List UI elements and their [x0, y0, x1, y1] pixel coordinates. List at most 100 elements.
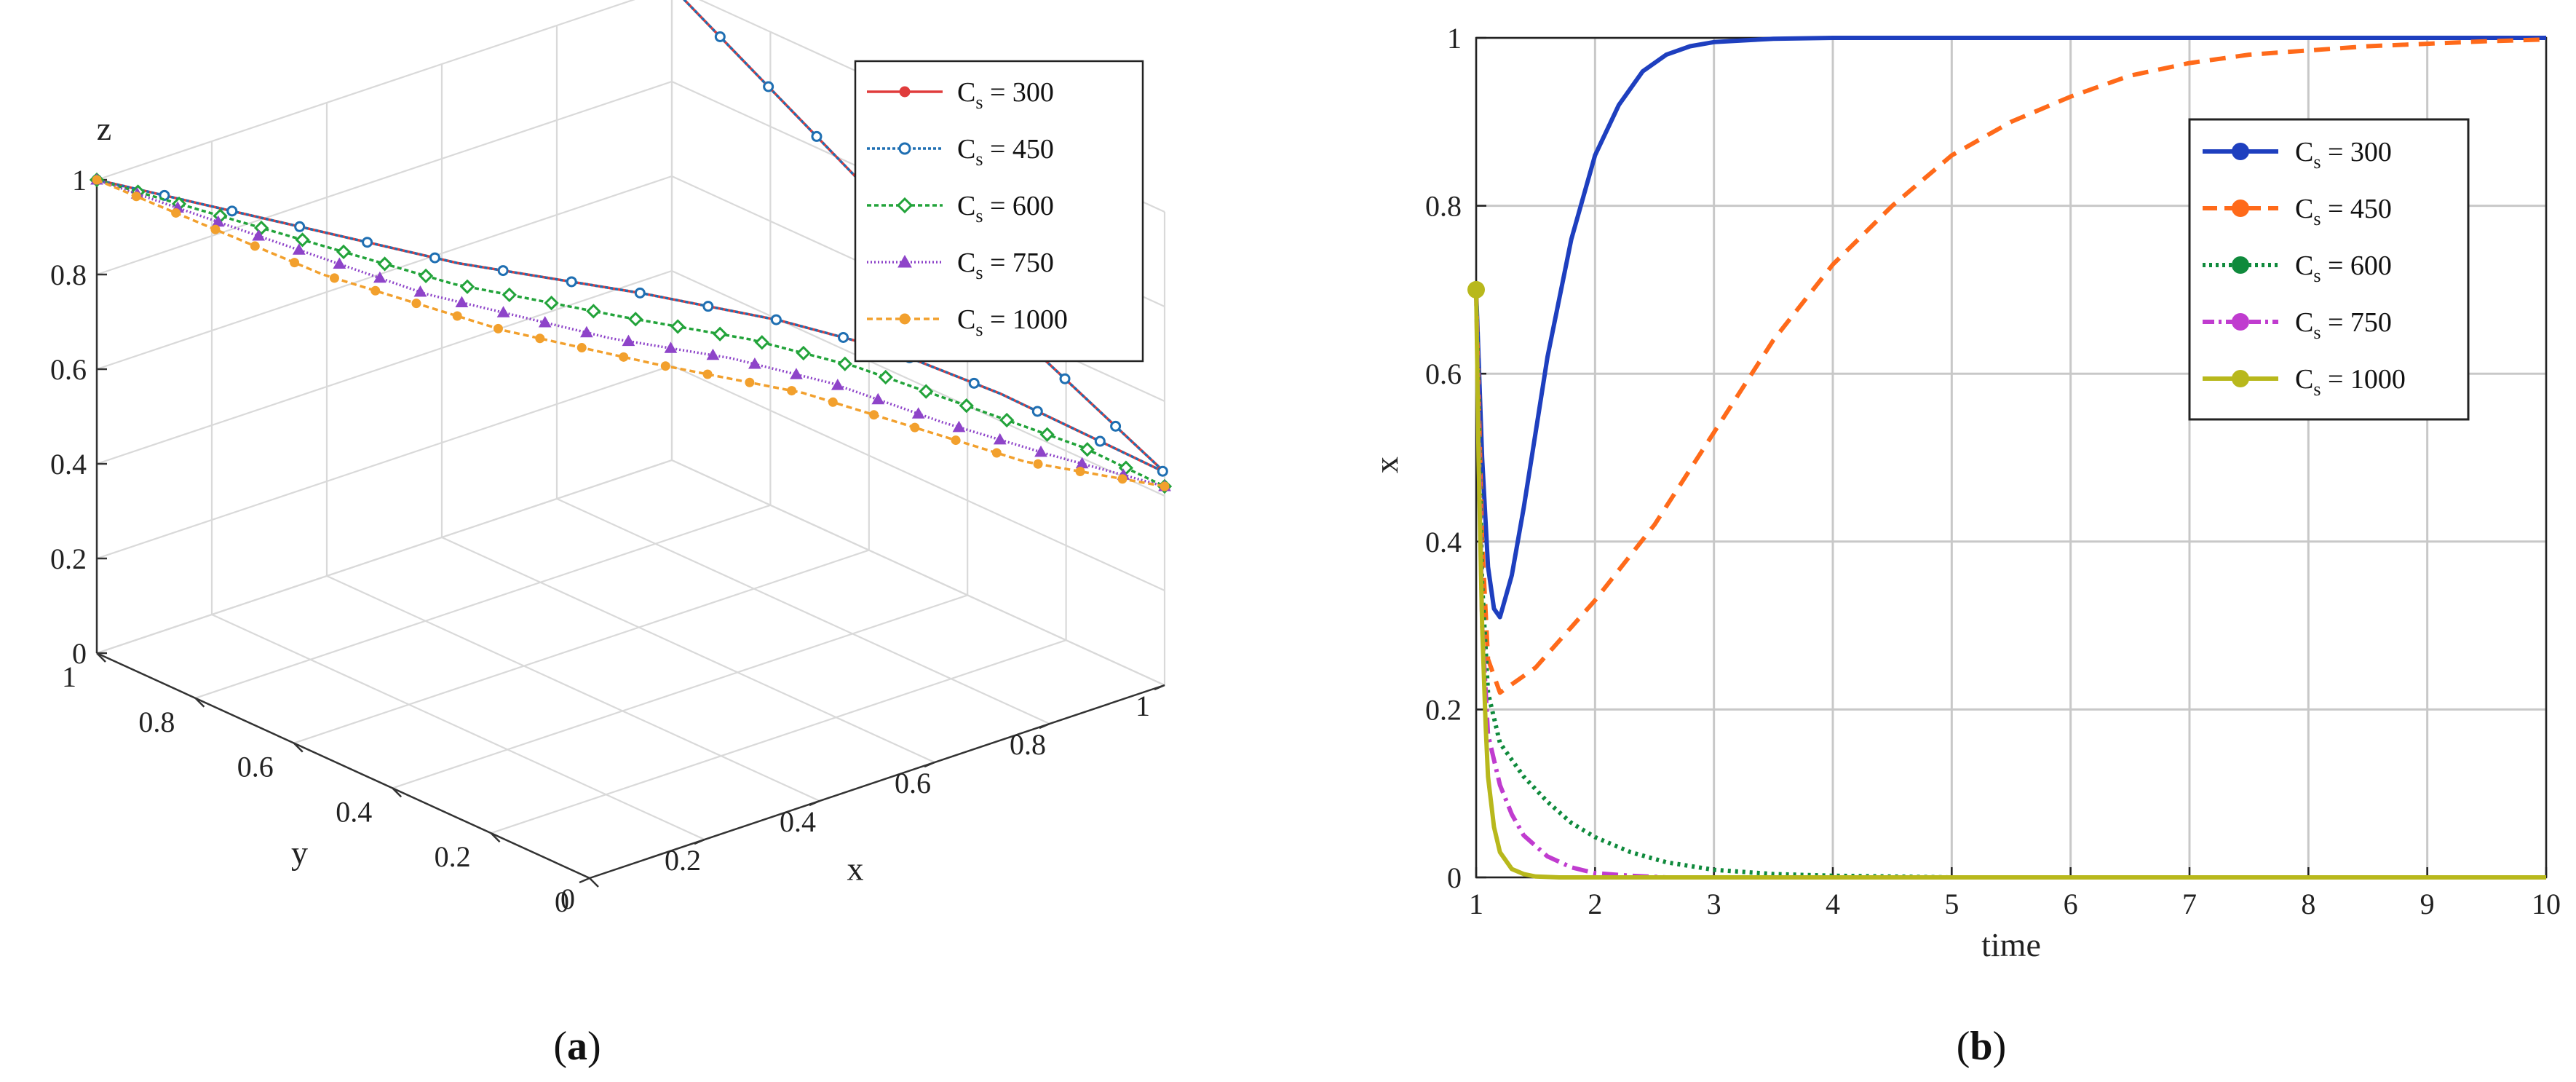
series-marker-1 — [968, 377, 980, 389]
x-tick-label: 4 — [1826, 888, 1840, 920]
series-line-0 — [1474, 36, 2546, 620]
floor-gridline — [392, 594, 968, 789]
wall-gridline — [96, 80, 673, 276]
x-tick-label: 0.8 — [1010, 728, 1046, 761]
series-marker-2 — [999, 412, 1015, 428]
series-marker-2 — [754, 335, 769, 350]
legend-marker-4 — [899, 313, 911, 325]
y-tick — [194, 697, 205, 708]
wall-gridline — [96, 0, 635, 181]
legend-marker-1 — [898, 142, 911, 155]
legend-label-1: Cs = 450 — [957, 134, 1054, 170]
x-tick — [694, 838, 705, 845]
wall-gridline — [96, 269, 673, 465]
series-marker-3 — [952, 420, 966, 433]
series-marker-3 — [871, 392, 885, 405]
series-marker-1 — [1031, 406, 1043, 417]
y-tick-label: 0 — [555, 885, 569, 918]
series-marker-3 — [993, 433, 1007, 445]
series-marker-4 — [951, 435, 961, 446]
legend-marker-1 — [2232, 200, 2249, 217]
legend-label-3: Cs = 750 — [2295, 307, 2392, 343]
floor-gridline — [556, 497, 1050, 725]
series-marker-2 — [959, 398, 974, 414]
series-line-1 — [1474, 37, 2547, 695]
panel-b-line-chart: 1 2 3 4 5 6 7 8 9 10 0 0.2 0.4 0.6 0.8 1 time x Cs = 300 Cs… — [1368, 22, 2561, 963]
series-marker-3 — [748, 358, 761, 369]
y-tick-label: 0.2 — [1425, 693, 1462, 726]
legend-marker-0 — [2232, 143, 2249, 160]
series-marker-4 — [910, 422, 920, 433]
x-tick — [809, 799, 820, 807]
panel-b-caption: (b) — [1957, 1024, 2006, 1069]
series-marker-2 — [544, 295, 559, 311]
series-marker-2 — [796, 345, 811, 361]
series-marker-4 — [535, 333, 545, 344]
series-marker-3 — [373, 271, 387, 283]
x-tick-label: 2 — [1588, 888, 1602, 920]
y-tick-label: 0.4 — [336, 795, 372, 828]
y-tick — [293, 742, 304, 753]
series-marker-2 — [1079, 442, 1095, 457]
y-tick-label: 1 — [1447, 22, 1462, 55]
y-tick — [392, 787, 403, 798]
series-marker-2 — [295, 232, 310, 248]
series-marker-2 — [586, 304, 601, 319]
series-marker-1 — [763, 81, 774, 92]
series-marker-1 — [714, 31, 726, 42]
x-tick-label: 0.4 — [780, 805, 816, 838]
wall-gridline — [96, 175, 673, 371]
y-axis-label: y — [291, 834, 308, 872]
y-tick-label: 0.4 — [1425, 526, 1462, 558]
start-point-marker — [1467, 280, 1485, 299]
legend-label-2: Cs = 600 — [2295, 250, 2392, 286]
series-marker-2 — [670, 319, 686, 334]
series-marker-1 — [1157, 465, 1168, 477]
series-marker-2 — [1039, 427, 1055, 442]
y-tick-label: 0.6 — [1425, 358, 1462, 390]
series-marker-4 — [660, 361, 670, 371]
series-marker-2 — [377, 256, 392, 272]
series-marker-4 — [828, 397, 838, 407]
x-tick-label: 6 — [2064, 888, 2078, 920]
floor-gridline — [211, 613, 705, 841]
series-marker-3 — [455, 296, 469, 307]
z-tick-label: 0.8 — [50, 258, 87, 291]
series-marker-1 — [770, 314, 782, 325]
series-marker-2 — [878, 369, 893, 385]
x-tick-label: 0 — [560, 882, 575, 915]
series-marker-4 — [370, 285, 381, 296]
y-axis-label: x — [1368, 457, 1405, 473]
series-marker-3 — [292, 243, 306, 255]
series-marker-3 — [580, 325, 593, 338]
series-marker-3 — [831, 379, 844, 390]
series-marker-3 — [538, 315, 552, 328]
x-tick — [1154, 684, 1165, 691]
wall-gridline — [96, 364, 673, 560]
series-marker-2 — [336, 244, 352, 260]
series-marker-4 — [787, 386, 797, 396]
series-marker-4 — [290, 258, 300, 268]
series-marker-4 — [1160, 481, 1170, 491]
series-marker-1 — [811, 130, 823, 142]
wall-gridline — [96, 459, 673, 655]
x-tick-label: 1 — [1469, 888, 1483, 920]
series-marker-4 — [1117, 474, 1128, 484]
x-tick-label: 7 — [2182, 888, 2197, 920]
series-marker-4 — [210, 224, 221, 234]
y-tick — [96, 652, 106, 663]
panel-a-3d-chart: 0000.20.20.20.40.40.40.60.60.60.80.80.81… — [50, 0, 1173, 918]
series-marker-3 — [911, 407, 925, 419]
series-marker-3 — [790, 368, 803, 379]
z-axis-label: z — [97, 110, 111, 147]
floor-gridline — [441, 536, 935, 764]
series-marker-1 — [1110, 420, 1122, 432]
legend-marker-0 — [899, 86, 911, 98]
series-marker-1 — [1059, 373, 1071, 384]
panel-a-caption: (a) — [553, 1024, 601, 1069]
series-line-2 — [96, 178, 1165, 488]
series-marker-4 — [1033, 459, 1043, 469]
series-marker-3 — [413, 285, 427, 297]
legend-label-0: Cs = 300 — [957, 77, 1054, 113]
series-marker-3 — [1034, 445, 1047, 457]
